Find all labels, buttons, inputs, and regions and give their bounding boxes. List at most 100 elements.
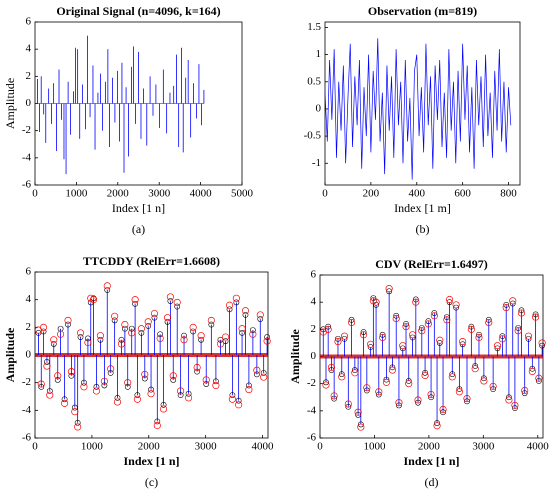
stem-marker [357, 421, 364, 428]
marker [367, 340, 375, 348]
marker [57, 330, 65, 338]
stem-marker [167, 298, 174, 304]
stem-marker [464, 398, 470, 405]
stem-marker [453, 304, 460, 311]
marker [141, 370, 149, 378]
stem-marker [490, 386, 497, 392]
marker [103, 282, 111, 290]
panel-label: (b) [416, 222, 430, 236]
marker [532, 313, 540, 321]
marker [385, 285, 393, 293]
stem-marker [104, 287, 111, 293]
marker [351, 369, 359, 377]
marker [455, 388, 463, 396]
marker [260, 373, 268, 381]
marker [185, 394, 193, 402]
marker [324, 325, 332, 333]
marker [463, 395, 471, 403]
marker [338, 373, 346, 381]
marker [107, 365, 115, 373]
stem-marker [194, 368, 201, 375]
stem-marker [379, 331, 386, 338]
stem-marker [449, 371, 456, 378]
y-tick-label: 6 [26, 16, 32, 28]
marker [514, 327, 522, 335]
stem-marker [468, 323, 475, 330]
y-tick-label: -4 [22, 151, 32, 163]
marker [180, 336, 188, 344]
stem-marker [539, 342, 546, 349]
y-tick-label: -1 [312, 157, 321, 169]
marker [222, 333, 230, 341]
y-tick-label: -2 [307, 377, 316, 389]
marker [433, 422, 441, 430]
marker [498, 335, 506, 343]
x-tick-label: 600 [454, 188, 471, 200]
stem-marker [114, 394, 121, 401]
marker [128, 329, 136, 337]
marker [535, 374, 543, 382]
marker [263, 337, 271, 345]
marker [475, 333, 483, 342]
marker [517, 309, 525, 317]
marker [121, 321, 129, 329]
stem-marker [222, 338, 229, 345]
panel: 0 1000 2000 3000 4000 -6 -4 -2 0 2 4 6 CDV (RelErr=1… [288, 257, 550, 489]
y-tick-label: 0.5 [307, 75, 321, 87]
x-tick-label: 3000 [195, 441, 218, 453]
marker [133, 395, 141, 403]
marker [67, 368, 75, 376]
marker [509, 297, 517, 305]
x-tick-label: 800 [500, 188, 517, 200]
marker [395, 399, 403, 407]
marker [427, 390, 435, 399]
stem-marker [360, 329, 367, 335]
y-tick-label: 0 [316, 102, 322, 114]
y-tick-label: 1 [316, 48, 322, 60]
y-tick-label: 2 [26, 70, 32, 82]
marker [459, 338, 467, 346]
marker [238, 325, 246, 333]
stem-marker [239, 329, 245, 336]
y-tick-label: 0 [26, 349, 32, 361]
marker [327, 363, 335, 371]
panel: 0 1000 2000 3000 4000 -6 -4 -2 0 2 4 6 TTCDDY (RelEr… [3, 254, 274, 489]
x-tick-label: 0 [322, 188, 328, 200]
marker [392, 314, 400, 323]
stem-marker [436, 340, 443, 346]
marker [43, 362, 51, 370]
plot-area [324, 21, 521, 186]
marker [71, 408, 79, 416]
stem-marker [351, 367, 358, 373]
marker [46, 391, 54, 399]
stem-marker [434, 420, 440, 426]
stem-marker [459, 341, 466, 348]
x-tick-label: 0 [317, 441, 323, 453]
marker [137, 325, 145, 333]
marker [493, 342, 502, 350]
stem-marker [320, 326, 327, 333]
marker [37, 380, 45, 388]
stem-marker [54, 376, 61, 383]
stem-marker [253, 371, 260, 378]
y-tick-label: -6 [307, 432, 317, 444]
marker [160, 405, 168, 413]
stem-marker [485, 316, 492, 323]
marker [489, 382, 497, 390]
marker [113, 398, 122, 406]
stem-marker [90, 295, 97, 302]
y-axis-label: Amplitude [3, 327, 17, 382]
stem-marker [212, 378, 219, 385]
marker [64, 316, 72, 324]
marker [84, 338, 92, 347]
marker [111, 312, 119, 320]
stem-marker [141, 375, 148, 382]
y-tick-label: 6 [311, 269, 317, 281]
stem-marker [81, 379, 87, 386]
stem-marker [480, 375, 487, 382]
marker [382, 378, 390, 386]
marker [153, 421, 161, 430]
marker [80, 383, 88, 391]
chart-title: TTCDDY (RelErr=1.6608) [83, 254, 220, 268]
marker [412, 298, 420, 306]
